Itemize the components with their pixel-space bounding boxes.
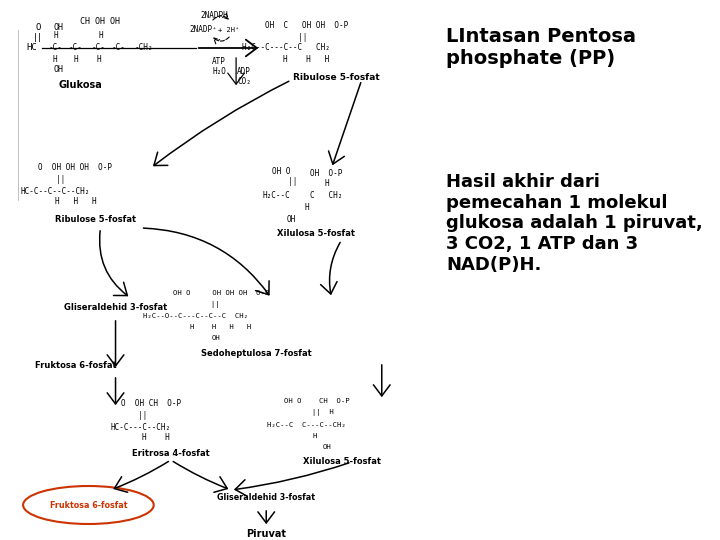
Text: ||: || bbox=[138, 410, 148, 420]
Text: ATP: ATP bbox=[212, 57, 226, 66]
Text: C   CH₂: C CH₂ bbox=[310, 191, 343, 199]
Text: H: H bbox=[304, 204, 309, 213]
Text: OH: OH bbox=[53, 24, 63, 32]
Text: Xilulosa 5-fosfat: Xilulosa 5-fosfat bbox=[277, 228, 356, 238]
Text: H₂C--C  C---C--CH₂: H₂C--C C---C--CH₂ bbox=[267, 422, 346, 428]
Text: Fruktosa 6-fosfat: Fruktosa 6-fosfat bbox=[50, 501, 127, 510]
Text: OH O    CH  O-P: OH O CH O-P bbox=[284, 398, 349, 404]
Text: H₂O: H₂O bbox=[212, 68, 226, 77]
Text: Sedoheptulosa 7-fosfat: Sedoheptulosa 7-fosfat bbox=[201, 348, 312, 357]
Text: ||: || bbox=[33, 33, 43, 43]
Text: -CH₂: -CH₂ bbox=[135, 44, 153, 52]
Text: Ribulose 5-fosfat: Ribulose 5-fosfat bbox=[293, 72, 380, 82]
Text: HC-C--C--C--CH₂: HC-C--C--C--CH₂ bbox=[21, 186, 90, 195]
Text: H: H bbox=[324, 179, 329, 187]
Text: OH  O-P: OH O-P bbox=[310, 168, 343, 178]
Text: Eritrosa 4-fosfat: Eritrosa 4-fosfat bbox=[132, 449, 210, 457]
Text: LIntasan Pentosa
phosphate (PP): LIntasan Pentosa phosphate (PP) bbox=[446, 27, 636, 68]
Text: ADP: ADP bbox=[237, 68, 251, 77]
Text: H: H bbox=[54, 31, 58, 40]
Text: CO₂: CO₂ bbox=[237, 78, 251, 86]
Text: ||  H: || H bbox=[289, 409, 333, 416]
Text: Glukosa: Glukosa bbox=[58, 80, 102, 90]
Text: CH OH OH: CH OH OH bbox=[81, 17, 120, 26]
Text: ||: || bbox=[55, 176, 65, 185]
Text: H    H   H   H: H H H H bbox=[190, 324, 252, 330]
Text: H₂C--C---C--C   CH₂: H₂C--C---C--C CH₂ bbox=[243, 44, 330, 52]
Text: Gliseraldehid 3-fosfat: Gliseraldehid 3-fosfat bbox=[217, 494, 315, 503]
Text: H₂C--O--C---C--C--C  CH₂: H₂C--O--C---C--C--C CH₂ bbox=[143, 313, 248, 319]
Text: Hasil akhir dari
pemecahan 1 molekul
glukosa adalah 1 piruvat,
3 CO2, 1 ATP dan : Hasil akhir dari pemecahan 1 molekul glu… bbox=[446, 173, 703, 274]
Text: O  OH OH OH  O-P: O OH OH OH O-P bbox=[38, 164, 112, 172]
Text: OH O: OH O bbox=[272, 166, 291, 176]
Text: -C-: -C- bbox=[48, 44, 62, 52]
Text: Ribulose 5-fosfat: Ribulose 5-fosfat bbox=[55, 215, 136, 225]
Text: OH  C   OH OH  O-P: OH C OH OH O-P bbox=[265, 21, 348, 30]
Text: H: H bbox=[53, 55, 58, 64]
Text: 2NADPH: 2NADPH bbox=[200, 11, 228, 21]
Text: OH: OH bbox=[53, 65, 63, 75]
Text: H: H bbox=[312, 433, 317, 439]
Text: H   H   H: H H H bbox=[55, 198, 96, 206]
Text: H: H bbox=[73, 55, 78, 64]
Text: ||: || bbox=[189, 301, 220, 308]
Text: ||: || bbox=[265, 178, 297, 186]
Text: + 2H⁺: + 2H⁺ bbox=[218, 27, 240, 33]
Text: Gliseraldehid 3-fosfat: Gliseraldehid 3-fosfat bbox=[64, 303, 167, 313]
Text: -C-: -C- bbox=[112, 44, 125, 52]
Text: -C-: -C- bbox=[91, 44, 105, 52]
Text: OH: OH bbox=[322, 444, 331, 450]
Text: OH: OH bbox=[287, 214, 296, 224]
Text: OH: OH bbox=[212, 335, 220, 341]
Text: H: H bbox=[98, 31, 103, 40]
Text: Fruktosa 6-fosfat: Fruktosa 6-fosfat bbox=[35, 361, 116, 369]
Text: O  OH CH  O-P: O OH CH O-P bbox=[121, 399, 181, 408]
Text: O: O bbox=[35, 24, 41, 32]
Text: H₂C--C: H₂C--C bbox=[262, 191, 290, 199]
Text: Xilulosa 5-fosfat: Xilulosa 5-fosfat bbox=[302, 456, 381, 465]
Text: ||: || bbox=[275, 32, 307, 42]
Text: HC-C---C--CH₂: HC-C---C--CH₂ bbox=[111, 422, 171, 431]
Text: H    H: H H bbox=[142, 434, 170, 442]
Text: 2NADP⁺: 2NADP⁺ bbox=[189, 25, 217, 35]
Text: HC: HC bbox=[27, 44, 37, 52]
Text: H: H bbox=[96, 55, 101, 64]
Text: -C-: -C- bbox=[68, 44, 82, 52]
Text: H    H   H: H H H bbox=[283, 55, 330, 64]
Text: OH O     OH OH OH  O-P: OH O OH OH OH O-P bbox=[173, 290, 269, 296]
Text: Piruvat: Piruvat bbox=[246, 529, 287, 539]
